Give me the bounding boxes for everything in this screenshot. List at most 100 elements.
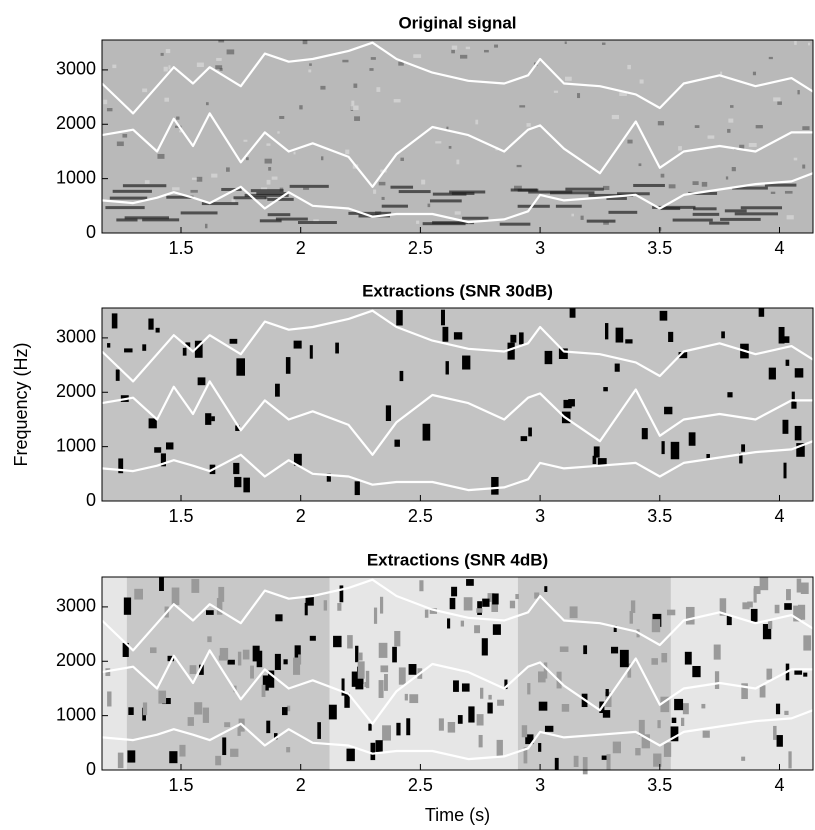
extraction-blob bbox=[323, 600, 328, 611]
y-tick-label: 1000 bbox=[56, 167, 96, 187]
extraction-blob bbox=[422, 423, 431, 441]
extraction-blob bbox=[659, 310, 668, 321]
spectral-texture bbox=[770, 191, 776, 194]
extraction-blob bbox=[354, 481, 360, 496]
extraction-blob bbox=[800, 582, 809, 595]
extraction-blob bbox=[406, 718, 411, 736]
spectral-texture bbox=[694, 125, 700, 128]
extraction-blob bbox=[507, 342, 515, 360]
spectral-texture bbox=[345, 149, 350, 155]
spectral-texture bbox=[577, 93, 581, 99]
extraction-blob bbox=[606, 754, 611, 771]
extraction-blob bbox=[758, 308, 765, 317]
y-tick-label: 1000 bbox=[56, 704, 96, 724]
x-tick-label: 1.5 bbox=[168, 238, 193, 258]
x-tick-label: 2 bbox=[296, 238, 306, 258]
spectral-texture bbox=[451, 45, 458, 50]
extraction-blob bbox=[488, 694, 492, 700]
extraction-blob bbox=[107, 343, 111, 348]
extraction-blob bbox=[510, 334, 517, 343]
formant-line bbox=[101, 380, 813, 456]
extraction-blob bbox=[784, 710, 789, 715]
extraction-blob bbox=[457, 715, 463, 724]
x-tick-label: 3.5 bbox=[647, 506, 672, 526]
extraction-blob bbox=[155, 327, 160, 333]
extraction-blob bbox=[701, 703, 706, 709]
extraction-blob bbox=[573, 755, 579, 768]
spectral-texture bbox=[267, 213, 291, 217]
spectral-texture bbox=[219, 68, 223, 71]
spectral-texture bbox=[701, 181, 708, 187]
spectral-texture bbox=[456, 159, 460, 165]
extraction-blob bbox=[791, 401, 797, 409]
spectral-texture bbox=[243, 139, 248, 142]
spectral-texture bbox=[378, 181, 386, 186]
extraction-blob bbox=[796, 578, 802, 593]
spectral-texture bbox=[732, 186, 768, 190]
extraction-blob bbox=[309, 635, 316, 641]
spectral-texture bbox=[617, 192, 650, 196]
extraction-blob bbox=[538, 743, 542, 752]
spectral-texture bbox=[112, 189, 152, 193]
extraction-blob bbox=[462, 355, 471, 370]
extraction-blob bbox=[218, 586, 225, 602]
extraction-blob bbox=[491, 599, 499, 612]
extraction-blob bbox=[148, 418, 157, 429]
extraction-blob bbox=[304, 602, 308, 616]
spectral-texture bbox=[728, 118, 734, 123]
extraction-blob bbox=[227, 659, 235, 665]
extraction-blob bbox=[478, 734, 483, 748]
extraction-blob bbox=[774, 604, 780, 614]
spectral-texture bbox=[348, 211, 392, 215]
extraction-blob bbox=[492, 593, 499, 605]
spectral-texture bbox=[400, 157, 404, 161]
extraction-blob bbox=[445, 361, 449, 375]
spectral-texture bbox=[218, 40, 225, 43]
extraction-blob bbox=[206, 610, 214, 615]
spectral-texture bbox=[460, 54, 468, 59]
extraction-blob bbox=[317, 722, 321, 739]
spectral-texture bbox=[180, 211, 218, 215]
extraction-blob bbox=[118, 458, 124, 474]
extraction-blob bbox=[122, 642, 129, 657]
extraction-blob bbox=[466, 579, 474, 586]
extraction-blob bbox=[438, 718, 444, 731]
extraction-blob bbox=[569, 308, 576, 318]
extraction-blob bbox=[328, 704, 337, 720]
extraction-blob bbox=[741, 444, 746, 452]
extraction-blob bbox=[162, 697, 171, 705]
extraction-blob bbox=[543, 662, 548, 679]
y-axis-label: Frequency (Hz) bbox=[11, 342, 31, 466]
spectral-texture bbox=[724, 209, 747, 213]
spectral-texture bbox=[454, 211, 461, 215]
spectral-texture bbox=[302, 40, 308, 45]
extraction-blob bbox=[721, 331, 725, 339]
spectral-texture bbox=[678, 146, 682, 151]
formant-line bbox=[101, 41, 814, 115]
extraction-blob bbox=[610, 646, 619, 654]
spectral-texture bbox=[516, 164, 522, 168]
spectral-texture bbox=[215, 65, 223, 70]
extraction-blob bbox=[182, 347, 187, 356]
extraction-blob bbox=[661, 441, 665, 455]
extraction-blob bbox=[268, 670, 275, 688]
extraction-blob bbox=[293, 453, 302, 466]
y-tick-label: 1000 bbox=[56, 435, 96, 455]
extraction-blob bbox=[685, 606, 695, 625]
spectral-texture bbox=[725, 176, 729, 180]
extraction-blob bbox=[305, 596, 314, 606]
extraction-blob bbox=[298, 654, 302, 665]
spectral-texture bbox=[122, 133, 128, 138]
spectral-texture bbox=[163, 66, 168, 72]
extraction-blob bbox=[384, 673, 388, 691]
x-tick-label: 2.5 bbox=[408, 775, 433, 795]
extraction-blob bbox=[396, 722, 401, 736]
extraction-blob bbox=[202, 707, 210, 723]
spectral-texture bbox=[608, 210, 638, 214]
spectral-texture bbox=[264, 158, 272, 164]
extraction-blob bbox=[461, 683, 470, 692]
extraction-blob bbox=[651, 619, 661, 633]
spectral-texture bbox=[267, 197, 294, 201]
x-tick-label: 3.5 bbox=[647, 238, 672, 258]
spectral-texture bbox=[514, 185, 522, 191]
